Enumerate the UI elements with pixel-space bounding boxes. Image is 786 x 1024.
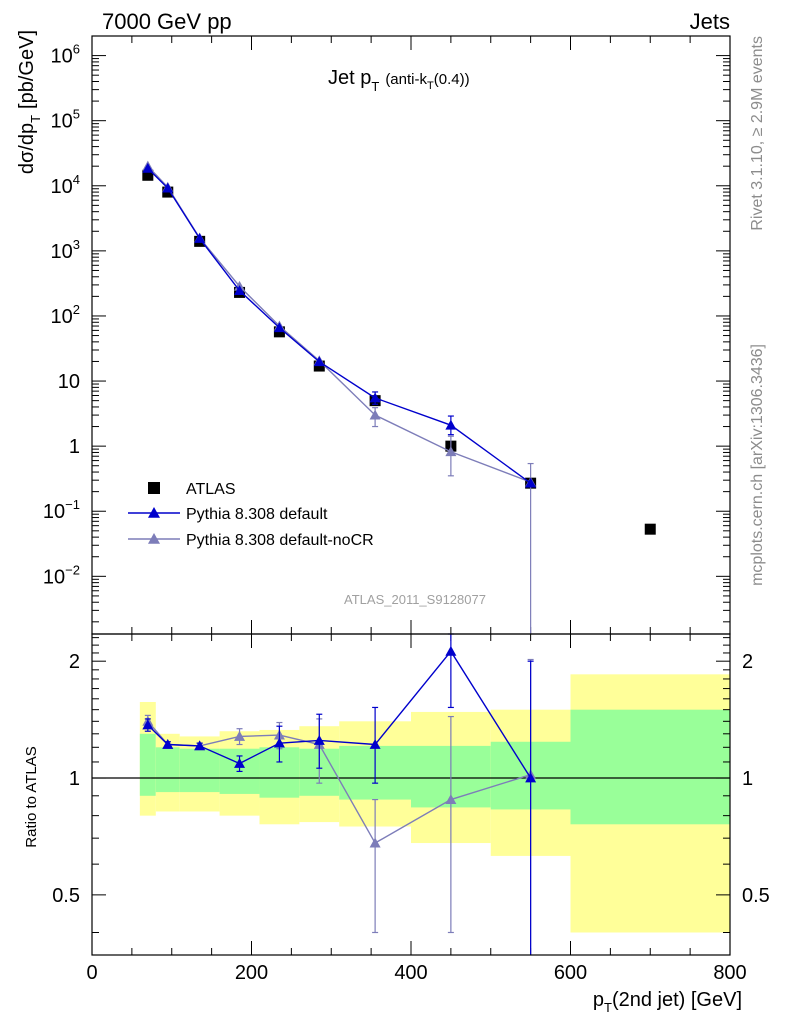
default-ratio-point — [313, 734, 325, 745]
chart-title: Jet pT (anti-kT(0.4)) — [328, 67, 470, 94]
title-paren: (anti-k — [385, 71, 427, 88]
legend-label-0: ATLAS — [186, 481, 236, 498]
analysis-id: ATLAS_2011_S9128077 — [344, 592, 486, 607]
default-main-point — [142, 162, 154, 173]
title-paren-end: (0.4)) — [434, 71, 470, 88]
nocr-ratio-point — [445, 794, 457, 804]
default-main-point — [234, 285, 246, 296]
x-tick-label: 200 — [235, 962, 268, 984]
y-axis-label: dσ/dpT [pb/GeV] — [16, 30, 43, 174]
ratio-tick-label-left: 0.5 — [52, 885, 80, 907]
x-tick-label: 600 — [554, 962, 587, 984]
title-main: Jet p — [328, 67, 371, 89]
y-tick-label: 1 — [69, 436, 80, 458]
ylabel-rest: [pb/GeV] — [16, 30, 38, 109]
uncertainty-bands — [92, 674, 730, 933]
legend-atlas-marker — [148, 482, 160, 494]
x-tick-label: 800 — [713, 962, 746, 984]
default-main-point — [273, 322, 285, 333]
default-main-point — [194, 232, 206, 243]
mcplots-label: mcplots.cern.ch [arXiv:1306.3436] — [749, 344, 766, 586]
default-ratio-point — [445, 645, 457, 656]
default-main-point — [369, 392, 381, 403]
x-axis-label: pT(2nd jet) [GeV] — [593, 989, 742, 1015]
ylabel-main: dσ/dp — [16, 123, 38, 174]
xlabel-sub: T — [604, 1000, 612, 1015]
default-ratio-point — [162, 739, 174, 749]
nocr-main-point — [445, 446, 457, 457]
legend-marker-0 — [148, 507, 160, 518]
ratio-y-axis-label: Ratio to ATLAS — [23, 746, 40, 847]
legend: ATLAS Pythia 8.308 default Pythia 8.308 de… — [128, 481, 374, 549]
default-main-point — [162, 182, 174, 193]
default-main-point — [445, 419, 457, 430]
ratio-tick-label-right: 1 — [742, 768, 753, 790]
x-tick-label: 0 — [86, 962, 97, 984]
y-tick-label: 105 — [51, 107, 80, 133]
ratio-tick-label-right: 2 — [742, 651, 753, 673]
default-ratio-point — [273, 737, 285, 748]
rivet-version-label: Rivet 3.1.10, ≥ 2.9M events — [749, 36, 766, 231]
axis-ticks: 0 200 400 600 80010610510410310210110−110−22… — [43, 35, 770, 984]
nocr-main-point — [369, 409, 381, 420]
default-ratio-point — [369, 739, 381, 749]
default-main-point — [313, 356, 325, 367]
y-tick-label: 10−2 — [43, 562, 80, 588]
band-green-0 — [139, 733, 156, 796]
title-paren-sub: T — [427, 80, 434, 92]
legend-label-2: Pythia 8.308 default-noCR — [186, 532, 374, 549]
atlas-point — [644, 523, 656, 535]
y-tick-label: 103 — [51, 237, 80, 263]
default-main-line — [147, 167, 532, 484]
y-tick-label: 10−1 — [43, 497, 80, 523]
default-main-point — [525, 477, 537, 488]
y-tick-label: 106 — [51, 42, 80, 68]
title-sub: T — [371, 79, 379, 94]
header-category-label: Jets — [690, 9, 730, 34]
legend-label-1: Pythia 8.308 default — [186, 506, 328, 523]
band-green-9 — [570, 709, 730, 825]
default-ratio-point — [194, 740, 206, 751]
nocr-main-line — [147, 165, 531, 483]
y-tick-label: 104 — [51, 172, 80, 198]
x-tick-label: 400 — [394, 962, 427, 984]
nocr-ratio-point — [369, 837, 381, 848]
y-tick-label: 102 — [51, 302, 80, 328]
legend-marker-1 — [148, 533, 160, 544]
ratio-panel-frame — [91, 633, 731, 956]
ratio-tick-label-right: 0.5 — [742, 885, 770, 907]
ylabel-sub: T — [28, 115, 43, 123]
default-ratio-point — [525, 772, 537, 783]
ratio-tick-label-left: 2 — [69, 651, 80, 673]
nocr-ratio-point — [234, 730, 246, 741]
header-beam-label: 7000 GeV pp — [102, 9, 232, 34]
band-green-1 — [155, 747, 180, 793]
y-tick-label: 10 — [58, 371, 80, 393]
atlas-point — [142, 169, 154, 181]
ratio-tick-label-left: 1 — [69, 768, 80, 790]
band-green-2 — [179, 748, 220, 793]
default-ratio-point — [234, 758, 246, 768]
xlabel-main: p — [593, 989, 604, 1011]
default-ratio-point — [142, 719, 154, 730]
xlabel-rest: (2nd jet) [GeV] — [612, 989, 742, 1011]
